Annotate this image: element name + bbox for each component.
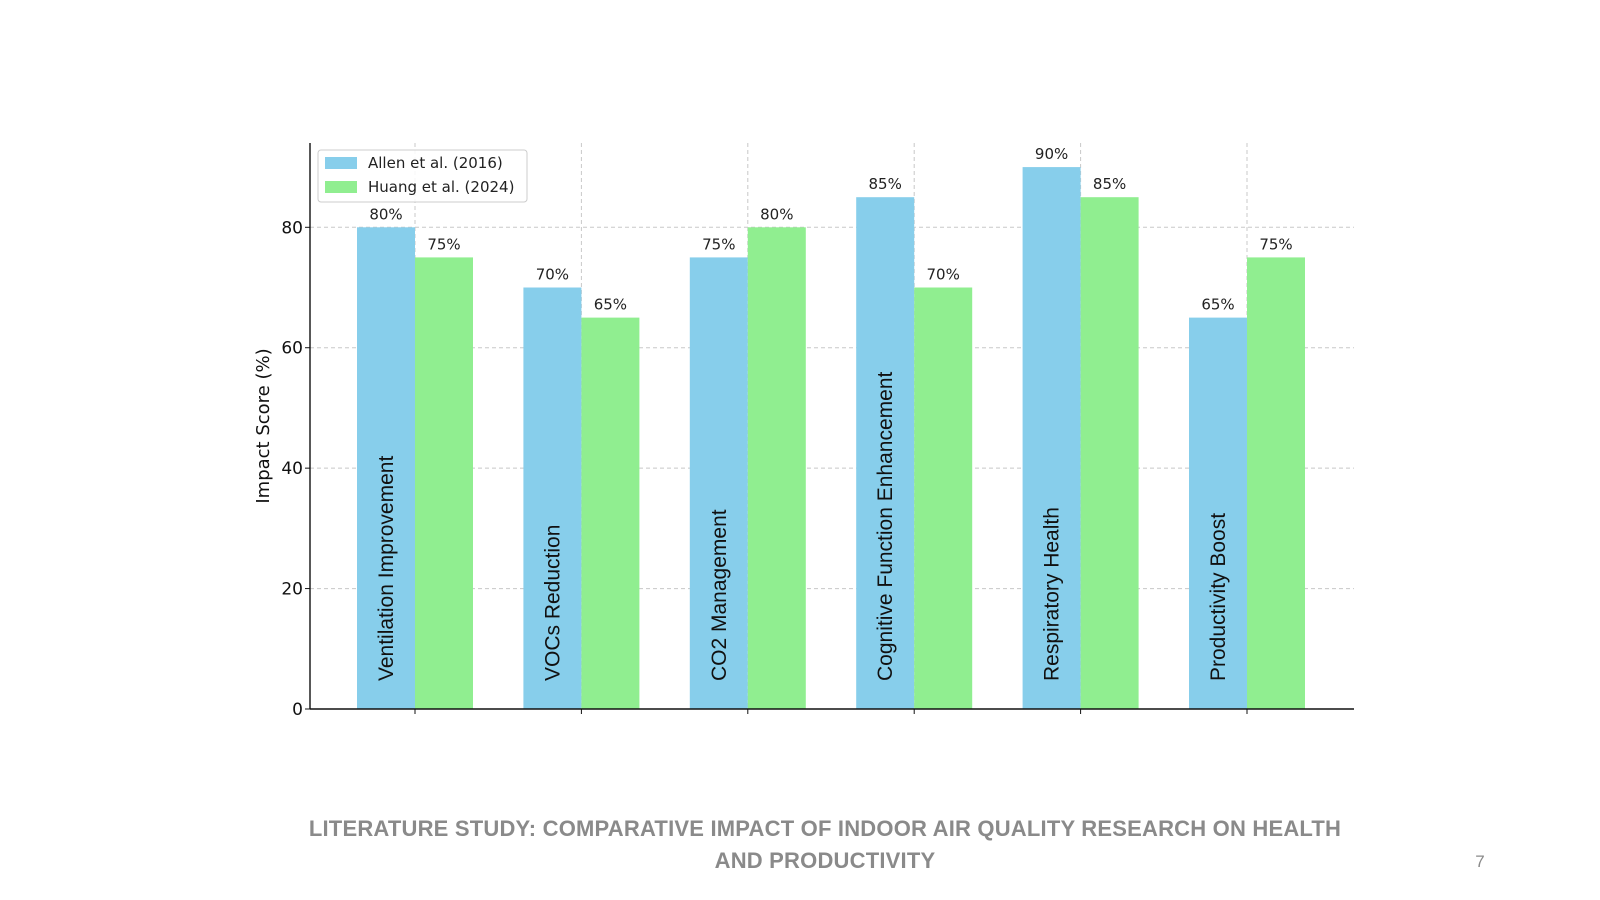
y-tick-label: 0: [292, 700, 303, 720]
y-tick-label: 80: [281, 218, 303, 238]
bar-value-label: 75%: [1259, 235, 1292, 253]
bar-value-label: 65%: [1201, 296, 1234, 314]
legend: Allen et al. (2016) Huang et al. (2024): [317, 149, 528, 203]
category-label: VOCs Reduction: [541, 525, 564, 681]
bar-huang: [415, 257, 473, 709]
category-label: Cognitive Function Enhancement: [874, 371, 897, 681]
bar-huang: [747, 227, 806, 710]
bar-value-label: 70%: [927, 266, 960, 284]
bar-allen: [357, 227, 415, 710]
category-label: Respiratory Health: [1041, 507, 1064, 681]
y-tick-label: 60: [281, 339, 303, 359]
bar-huang: [581, 317, 640, 709]
legend-entry: Allen et al. (2016): [368, 154, 503, 172]
bar-value-label: 70%: [536, 266, 569, 284]
bar-value-label: 80%: [760, 205, 793, 223]
data-labels: 80% 75% 70% 65% 75% 80% 85% 70% 90% 85% 65% 75%: [369, 145, 1292, 314]
legend-swatch: [325, 157, 357, 169]
y-axis-title: Impact Score (%): [253, 348, 274, 503]
legend-box: [317, 149, 528, 203]
bar-huang: [1080, 197, 1139, 710]
bar-value-label: 80%: [369, 205, 402, 223]
category-label: CO2 Management: [708, 509, 731, 681]
bar-allen: [1022, 167, 1081, 710]
bar-allen: [856, 197, 915, 710]
bar-huang: [1247, 257, 1305, 709]
category-labels: Ventilation Improvement VOCs Reduction CO2…: [375, 371, 1230, 681]
bar-value-label: 85%: [1093, 175, 1126, 193]
bar-value-label: 75%: [702, 235, 735, 253]
bar-huang: [914, 287, 973, 709]
bar-value-label: 75%: [427, 235, 460, 253]
slide-caption: LITERATURE STUDY: COMPARATIVE IMPACT OF …: [308, 816, 1342, 873]
y-tick-label: 20: [281, 580, 303, 600]
bars: [357, 167, 1305, 710]
bar-allen: [689, 257, 748, 709]
y-tick-label: 40: [281, 459, 303, 479]
bar-value-label: 90%: [1035, 145, 1068, 163]
axes: [305, 143, 1354, 714]
bar-value-label: 65%: [594, 296, 627, 314]
category-label: Ventilation Improvement: [375, 456, 398, 681]
bar-value-label: 85%: [869, 175, 902, 193]
page-number: 7: [1475, 852, 1485, 871]
category-label: Productivity Boost: [1207, 513, 1230, 681]
legend-swatch: [325, 181, 357, 193]
legend-entry: Huang et al. (2024): [368, 178, 514, 196]
bar-allen: [523, 287, 582, 709]
y-tick-labels: 0 20 40 60 80: [281, 218, 303, 720]
bar-allen: [1189, 317, 1247, 709]
